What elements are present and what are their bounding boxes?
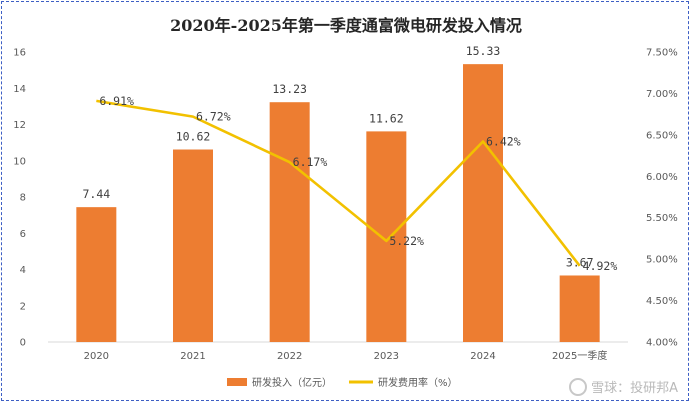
watermark: 雪球：投研邦A (569, 377, 678, 396)
x-tick-label: 2025一季度 (552, 349, 607, 362)
y-left-tick-label: 8 (20, 193, 26, 204)
x-tick-label: 2024 (470, 351, 495, 362)
bar (463, 64, 503, 343)
x-tick-label: 2023 (374, 351, 399, 362)
y-right-tick-label: 6.50% (646, 130, 678, 141)
bar-data-label: 15.33 (466, 44, 501, 58)
y-left-tick-label: 10 (13, 156, 26, 167)
xueqiu-logo-icon (569, 377, 588, 396)
legend-bar-label: 研发投入（亿元） (252, 376, 332, 389)
y-right-tick-label: 4.50% (646, 296, 678, 307)
bar (269, 102, 310, 342)
bar-data-label: 7.44 (82, 187, 110, 201)
bar (559, 275, 600, 342)
y-left-tick-label: 12 (13, 120, 26, 131)
chart-title: 2020年-2025年第一季度通富微电研发投入情况 (170, 16, 522, 35)
y-right-tick-label: 5.50% (646, 213, 678, 224)
x-tick-label: 2020 (84, 351, 109, 362)
y-left-tick-label: 0 (20, 338, 26, 349)
x-tick-label: 2022 (277, 351, 302, 362)
bar (366, 131, 407, 342)
bar-data-label: 10.62 (176, 130, 211, 144)
y-left-tick-label: 6 (20, 229, 26, 240)
bar-data-label: 13.23 (272, 82, 307, 96)
y-left-tick-label: 16 (13, 48, 26, 59)
line-data-label: 6.17% (293, 155, 328, 169)
y-left-tick-label: 4 (20, 265, 26, 276)
line-data-label: 6.72% (196, 110, 231, 124)
y-right-tick-label: 4.00% (646, 338, 678, 349)
watermark-text: 雪球：投研邦A (591, 381, 678, 396)
legend-bar-swatch (227, 378, 247, 386)
y-right-tick-label: 5.00% (646, 255, 678, 266)
line-data-label: 4.92% (583, 259, 618, 273)
y-left-tick-label: 14 (13, 84, 26, 95)
y-left-tick-label: 2 (20, 301, 26, 312)
y-right-tick-label: 7.50% (646, 48, 678, 59)
rate-line (96, 99, 581, 267)
bar (173, 149, 213, 342)
x-tick-label: 2021 (180, 351, 205, 362)
line-data-label: 6.42% (486, 134, 521, 148)
bar-data-label: 11.62 (369, 111, 404, 125)
y-right-tick-label: 6.00% (646, 172, 678, 183)
line-data-label: 6.91% (99, 94, 134, 108)
legend-line-label: 研发费用率（%） (378, 376, 458, 389)
bar (76, 207, 117, 342)
line-data-label: 5.22% (389, 234, 424, 248)
y-right-tick-label: 7.00% (646, 89, 678, 100)
